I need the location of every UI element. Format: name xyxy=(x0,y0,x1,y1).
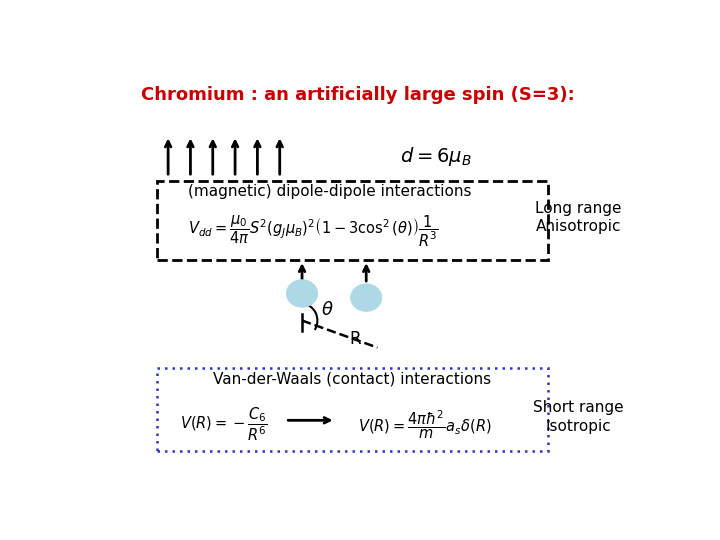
Text: Chromium : an artificially large spin (S=3):: Chromium : an artificially large spin (S… xyxy=(141,85,575,104)
Text: Van-der-Waals (contact) interactions: Van-der-Waals (contact) interactions xyxy=(213,371,491,386)
Text: $d = 6\mu_B$: $d = 6\mu_B$ xyxy=(400,145,472,168)
Text: Short range: Short range xyxy=(533,400,624,415)
Text: (magnetic) dipole-dipole interactions: (magnetic) dipole-dipole interactions xyxy=(188,184,472,199)
Text: $V_{dd} = \dfrac{\mu_0}{4\pi} S^2 \left(g_J \mu_B\right)^2 \left(1 - 3\cos^2(\th: $V_{dd} = \dfrac{\mu_0}{4\pi} S^2 \left(… xyxy=(188,213,438,249)
Text: $\theta$: $\theta$ xyxy=(321,301,333,319)
Text: Isotropic: Isotropic xyxy=(545,419,611,434)
Ellipse shape xyxy=(287,280,318,307)
Bar xyxy=(157,181,547,260)
Ellipse shape xyxy=(351,284,382,311)
Text: $V(R) = \dfrac{4\pi\hbar^2}{m} a_s \delta(R)$: $V(R) = \dfrac{4\pi\hbar^2}{m} a_s \delt… xyxy=(358,408,492,441)
Text: R: R xyxy=(349,330,361,348)
Bar xyxy=(157,368,547,451)
Text: Anisotropic: Anisotropic xyxy=(536,219,621,234)
Text: $V(R) = -\dfrac{C_6}{R^6}$: $V(R) = -\dfrac{C_6}{R^6}$ xyxy=(180,406,268,443)
Text: Long range: Long range xyxy=(535,201,621,216)
